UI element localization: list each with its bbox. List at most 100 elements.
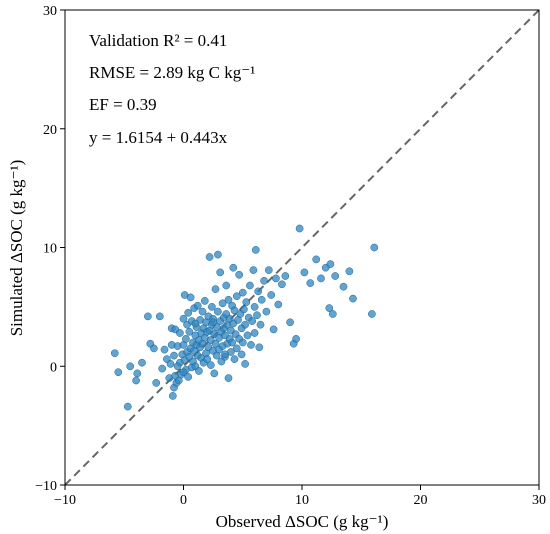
y-tick-label: 0 [50, 360, 57, 375]
data-point [144, 312, 152, 321]
data-point [179, 314, 188, 323]
data-point [286, 318, 294, 327]
data-point [232, 344, 241, 353]
data-point [300, 268, 309, 277]
y-tick-label: 20 [43, 123, 57, 138]
data-point [326, 260, 335, 268]
data-point [168, 392, 177, 400]
data-point [229, 263, 238, 272]
y-tick-label: −10 [35, 479, 57, 494]
data-point [339, 282, 348, 291]
data-point [292, 335, 300, 343]
data-point [138, 358, 146, 367]
reference-line-layer [64, 9, 540, 486]
ticks-layer: −10−10 0 0 10 10 20 20 30 30 [35, 4, 546, 508]
x-tick-label: 30 [532, 493, 546, 508]
data-point [241, 360, 249, 368]
data-point [132, 376, 140, 385]
data-point [278, 280, 286, 289]
data-point [173, 362, 182, 371]
data-point [237, 350, 246, 359]
annotation-r2: Validation R² = 0.41 [89, 31, 227, 50]
data-point [250, 329, 259, 337]
data-point [241, 320, 249, 329]
data-point [349, 294, 357, 303]
data-point [166, 360, 175, 368]
data-point [209, 318, 217, 327]
y-tick-label: 10 [43, 242, 57, 257]
data-point [216, 268, 225, 277]
data-point [235, 270, 244, 279]
data-point [200, 297, 209, 305]
data-point [254, 287, 263, 296]
data-point [184, 373, 193, 381]
data-point [133, 369, 142, 378]
data-point [295, 224, 304, 233]
data-point [150, 344, 158, 353]
x-tick-label: 0 [180, 493, 187, 508]
data-point [253, 311, 261, 320]
data-point [195, 367, 203, 375]
data-point [160, 345, 169, 354]
data-point [211, 285, 220, 293]
data-point [256, 320, 265, 329]
data-point [238, 338, 247, 347]
data-point [221, 350, 229, 359]
data-point [203, 355, 212, 363]
data-point [331, 272, 340, 280]
data-point [228, 338, 236, 347]
data-point [205, 253, 214, 261]
data-point [126, 362, 135, 371]
data-point [257, 295, 266, 304]
data-point [250, 303, 259, 311]
data-point [328, 310, 337, 318]
data-point [210, 369, 219, 378]
data-point [198, 307, 207, 316]
data-point [179, 368, 188, 377]
data-point [214, 307, 222, 316]
data-point [184, 308, 193, 317]
data-point [345, 267, 354, 276]
data-point [222, 281, 231, 290]
data-point [238, 288, 247, 297]
data-point [224, 374, 233, 382]
data-point [368, 310, 376, 318]
data-point [170, 351, 178, 360]
data-point [158, 364, 167, 373]
data-point [123, 402, 132, 411]
annotation-regression-equation: y = 1.6154 + 0.443x [89, 128, 228, 147]
one-to-one-reference-line [64, 9, 540, 486]
data-point [251, 246, 260, 254]
data-point [208, 303, 216, 311]
data-point [262, 307, 271, 316]
data-point [246, 281, 254, 290]
points-layer [110, 224, 379, 411]
data-point [110, 349, 119, 358]
data-point [249, 266, 258, 274]
data-point [370, 243, 379, 252]
data-point [182, 335, 190, 343]
data-point [260, 276, 268, 285]
data-point [230, 306, 239, 315]
data-point [243, 331, 252, 340]
data-point [240, 305, 248, 314]
data-point [206, 361, 215, 369]
data-point [155, 312, 164, 321]
data-point [281, 272, 290, 280]
data-point [211, 339, 220, 348]
annotation-rmse: RMSE = 2.89 kg C kg⁻¹ [89, 63, 255, 82]
y-tick-label: 30 [43, 4, 57, 19]
annotation-ef: EF = 0.39 [89, 95, 157, 114]
x-tick-label: −10 [54, 493, 76, 508]
data-point [325, 304, 334, 312]
data-point [232, 292, 241, 301]
data-point [152, 379, 161, 387]
data-point [272, 274, 280, 283]
data-point [114, 368, 123, 377]
data-point [274, 300, 283, 309]
data-point [193, 301, 202, 310]
data-point [317, 274, 325, 283]
data-point [186, 293, 195, 302]
data-point [191, 319, 200, 328]
